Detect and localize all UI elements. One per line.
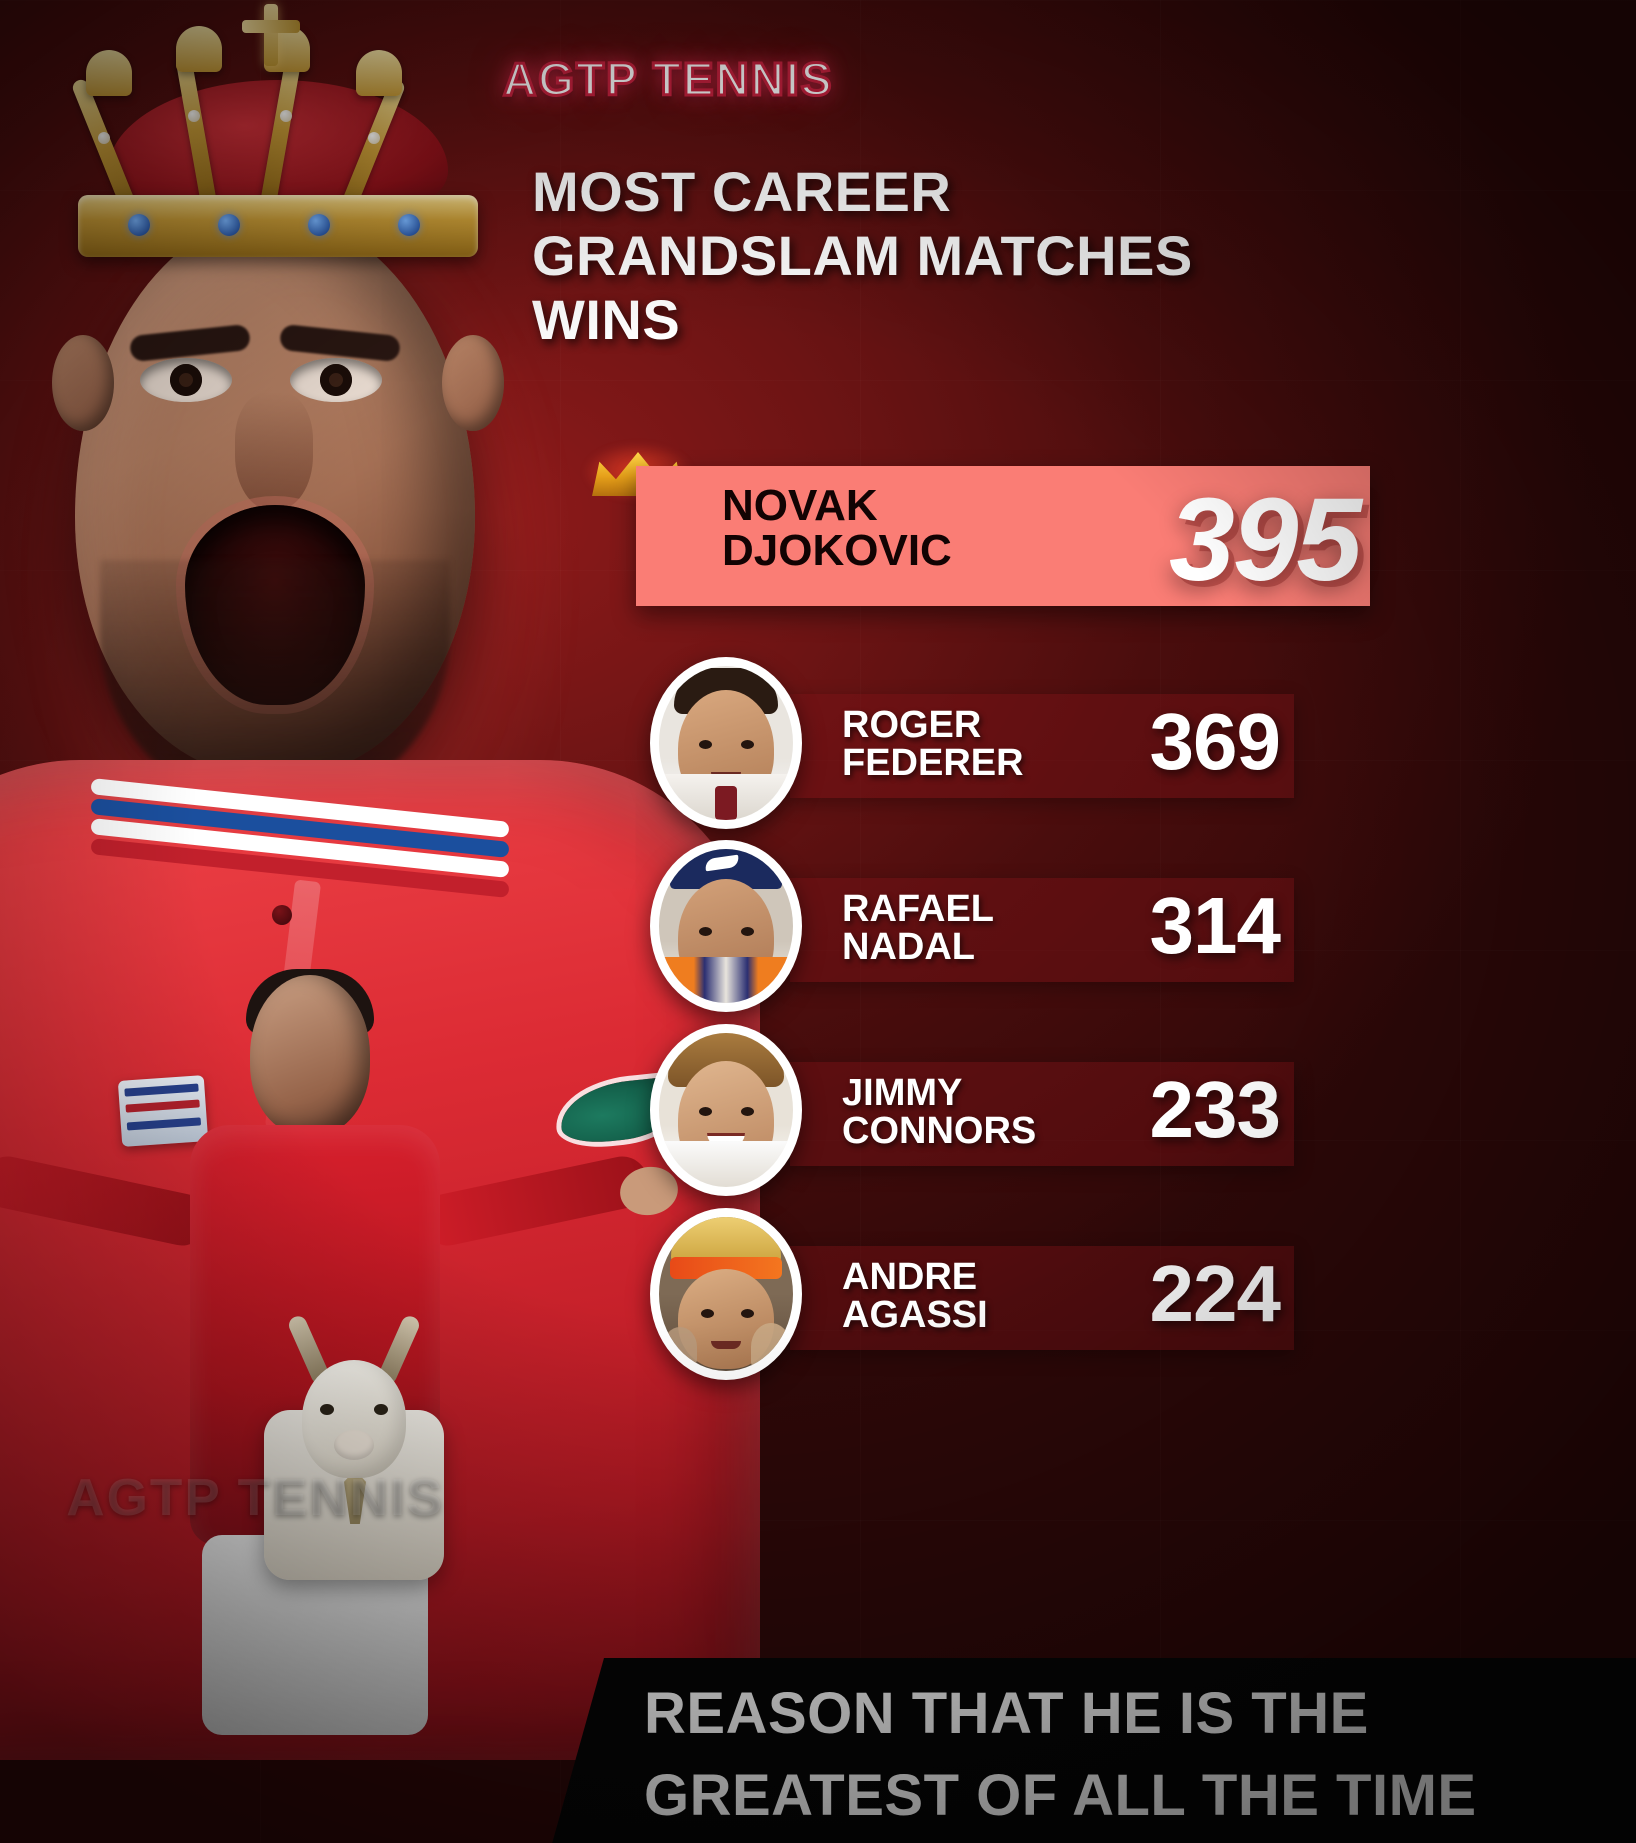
crown-pearl: [98, 132, 110, 144]
heading-line-3: WINS: [532, 287, 681, 351]
watermark-text: AGTP TENNIS: [66, 1469, 445, 1527]
player-value: 395: [1169, 474, 1362, 606]
player-first-name: JIMMY: [842, 1072, 963, 1114]
player-first-name: ANDRE: [842, 1256, 978, 1298]
eye-left: [140, 358, 232, 402]
crown-pearl: [368, 132, 380, 144]
leaderboard-row-2[interactable]: ROGER FEDERER 369: [790, 694, 1294, 798]
rafael-nadal-avatar: [650, 840, 802, 1012]
player-name: RAFAEL NADAL: [842, 890, 1092, 966]
leaderboard-row-1[interactable]: NOVAK DJOKOVIC 395: [636, 466, 1370, 606]
crown-gem: [128, 214, 150, 236]
crown-pearl: [188, 110, 200, 122]
head: [250, 975, 370, 1135]
gold-crown-icon: [68, 4, 488, 275]
heading-line-1: MOST CAREER: [532, 160, 952, 223]
shirt-button: [272, 905, 292, 925]
heading-line-2: GRANDSLAM MATCHES: [532, 223, 1193, 287]
player-last-name: NADAL: [842, 926, 975, 968]
crown-fleur: [356, 50, 402, 96]
djokovic-celebration-figure: [0, 969, 682, 1735]
goat-head: [302, 1360, 406, 1478]
player-name: ANDRE AGASSI: [842, 1258, 1092, 1334]
crown-gem: [398, 214, 420, 236]
jimmy-connors-avatar: [650, 1024, 802, 1196]
page-title: MOST CAREER GRANDSLAM MATCHES WINS: [532, 160, 1352, 351]
caption-line-2: GREATEST OF ALL THE TIME: [644, 1763, 1477, 1828]
crown-fleur: [86, 50, 132, 96]
player-last-name: AGASSI: [842, 1294, 988, 1336]
leaderboard-row-5[interactable]: ANDRE AGASSI 224: [790, 1246, 1294, 1350]
goat-eye: [320, 1404, 334, 1415]
player-last-name: CONNORS: [842, 1110, 1037, 1152]
nose: [235, 392, 313, 510]
goat-snout: [334, 1430, 374, 1460]
player-value: 233: [1149, 1065, 1281, 1154]
caption-line-1: REASON THAT HE IS THE: [644, 1681, 1369, 1746]
eye-right: [290, 358, 382, 402]
leaderboard-row-4[interactable]: JIMMY CONNORS 233: [790, 1062, 1294, 1166]
crown-fleur: [176, 26, 222, 72]
player-value: 224: [1149, 1249, 1281, 1338]
bottom-caption-banner: REASON THAT HE IS THE GREATEST OF ALL TH…: [548, 1658, 1636, 1843]
player-name: JIMMY CONNORS: [842, 1074, 1092, 1150]
leaderboard-row-3[interactable]: RAFAEL NADAL 314: [790, 878, 1294, 982]
roger-federer-avatar: [650, 657, 802, 829]
player-first-name: ROGER: [842, 704, 982, 746]
crown-pearl: [280, 110, 292, 122]
player-name: ROGER FEDERER: [842, 706, 1092, 782]
player-last-name: FEDERER: [842, 742, 1024, 784]
crown-cross-icon: [242, 4, 300, 66]
ear-right: [442, 335, 504, 431]
agtp-tennis-logo: AGTP TENNIS: [501, 52, 834, 107]
arm-left: [0, 1151, 213, 1251]
player-first-name: RAFAEL: [842, 888, 994, 930]
ear-left: [52, 335, 114, 431]
crown-gem: [308, 214, 330, 236]
player-name: NOVAK DJOKOVIC: [722, 481, 1052, 575]
crown-gem: [218, 214, 240, 236]
player-value: 314: [1149, 881, 1281, 970]
andre-agassi-avatar: [650, 1208, 802, 1380]
player-value: 369: [1149, 697, 1281, 786]
player-first-name: NOVAK: [722, 481, 878, 530]
player-last-name: DJOKOVIC: [722, 525, 952, 575]
goat-eye: [374, 1404, 388, 1415]
goat-mascot: [250, 1313, 460, 1580]
